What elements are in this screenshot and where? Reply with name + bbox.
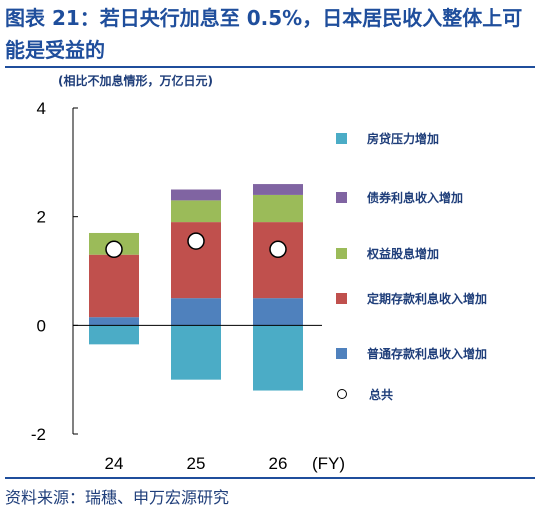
y-tick-label: 0 [37,316,46,335]
legend-item-bond: 债券利息收入增加 [336,187,463,207]
legend-item-time-deposit: 定期存款利息收入增加 [336,288,487,308]
unit-label: (相比不加息情形，万亿日元) [58,74,213,88]
bar-segment [171,298,221,326]
x-tick-label: 24 [105,454,124,473]
bar-segment [253,325,303,391]
total-marker [187,232,205,250]
legend-swatch-mortgage [336,132,347,144]
x-tick-label: 25 [187,454,206,473]
legend-swatch-time-deposit [336,292,347,304]
legend-label-time-deposit: 定期存款利息收入增加 [367,291,488,306]
x-tick-label: 26 [269,454,288,473]
footer-divider [5,477,535,479]
legend-item-equity: 权益股息增加 [336,243,439,263]
legend-label-bond: 债券利息收入增加 [367,190,464,205]
legend: 房贷压力增加 债券利息收入增加 权益股息增加 定期存款利息收入增加 普通存款利息… [336,0,536,460]
x-axis-suffix: (FY) [312,454,345,473]
y-tick-label: 4 [37,99,46,118]
legend-item-total: 总共 [336,384,393,404]
bar-segment [89,254,139,318]
legend-label-total: 总共 [369,387,394,402]
y-tick-label: -2 [31,425,46,444]
total-marker [105,240,123,259]
bar-segment [89,317,139,326]
bar-segment [171,200,221,223]
bar-segment [253,298,303,326]
legend-swatch-ordinary-deposit [336,347,347,359]
bar-segment [171,189,221,201]
chart-title: 图表 21：若日央行加息至 0.5%，日本居民收入整体上可能是受益的 [5,6,523,62]
legend-swatch-equity [336,247,347,259]
bar-segment [253,184,303,195]
total-marker [269,240,287,259]
y-tick-label: 2 [37,208,46,227]
bar-segment [171,325,221,380]
title-divider [5,66,535,68]
bar-segment [253,222,303,299]
legend-label-ordinary-deposit: 普通存款利息收入增加 [367,346,488,361]
legend-marker-total [337,389,347,399]
legend-label-mortgage: 房贷压力增加 [367,131,440,146]
legend-swatch-bond [336,191,347,203]
legend-item-ordinary-deposit: 普通存款利息收入增加 [336,343,487,363]
bar-segment [89,325,139,345]
legend-label-equity: 权益股息增加 [367,246,440,261]
legend-item-mortgage: 房贷压力增加 [336,128,439,148]
source-note: 资料来源：瑞穗、申万宏源研究 [5,488,230,507]
bar-segment [253,194,303,223]
